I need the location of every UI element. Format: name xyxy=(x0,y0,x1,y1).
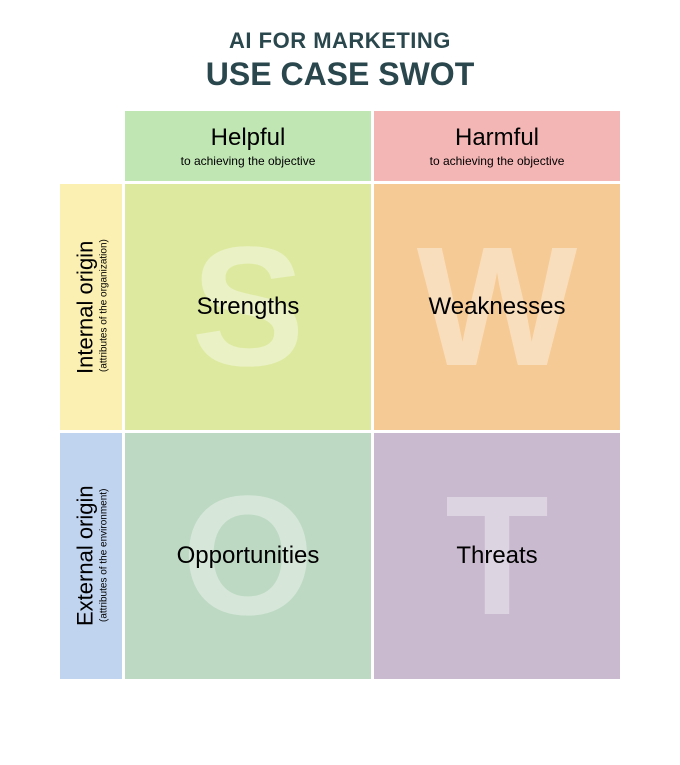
label-strengths: Strengths xyxy=(197,293,300,321)
swot-grid: Helpful to achieving the objective Harmf… xyxy=(60,111,620,679)
title-line1: AI FOR MARKETING xyxy=(206,28,474,54)
col-header-harmful-sub: to achieving the objective xyxy=(430,154,565,168)
title-line2: USE CASE SWOT xyxy=(206,56,474,93)
title-block: AI FOR MARKETING USE CASE SWOT xyxy=(206,28,474,93)
label-threats: Threats xyxy=(456,542,537,570)
corner-empty xyxy=(60,111,122,181)
row-header-internal: Internal origin (attributes of the organ… xyxy=(60,184,122,430)
quadrant-opportunities: O Opportunities xyxy=(125,433,371,679)
row-header-external-sub: (attributes of the environment) xyxy=(99,488,110,621)
row-header-internal-main: Internal origin xyxy=(73,240,99,373)
quadrant-weaknesses: W Weaknesses xyxy=(374,184,620,430)
quadrant-strengths: S Strengths xyxy=(125,184,371,430)
label-opportunities: Opportunities xyxy=(177,542,320,570)
col-header-helpful: Helpful to achieving the objective xyxy=(125,111,371,181)
row-header-external: External origin (attributes of the envir… xyxy=(60,433,122,679)
col-header-harmful: Harmful to achieving the objective xyxy=(374,111,620,181)
row-header-internal-sub: (attributes of the organization) xyxy=(99,240,110,373)
col-header-harmful-main: Harmful xyxy=(455,124,539,152)
quadrant-threats: T Threats xyxy=(374,433,620,679)
row-header-external-main: External origin xyxy=(73,486,99,627)
label-weaknesses: Weaknesses xyxy=(429,293,566,321)
col-header-helpful-sub: to achieving the objective xyxy=(181,154,316,168)
col-header-helpful-main: Helpful xyxy=(211,124,286,152)
